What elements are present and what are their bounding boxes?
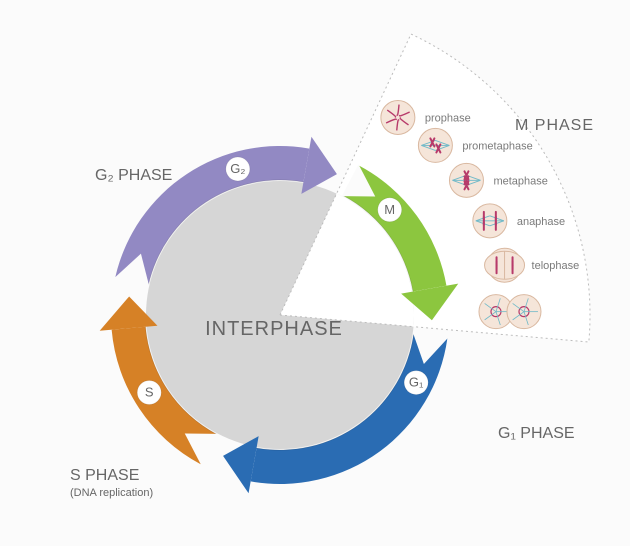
badge-g1-text: G₁ xyxy=(409,375,424,390)
label-m: M PHASE xyxy=(515,117,594,134)
mitosis-prophase-label: prophase xyxy=(425,113,471,125)
badge-g2-text: G₂ xyxy=(230,161,245,176)
mitosis-prophase xyxy=(381,101,415,135)
label-g1: G₁ PHASE xyxy=(498,425,575,442)
mitosis-telophase-label: telophase xyxy=(532,260,580,272)
mitosis-anaphase xyxy=(473,204,507,238)
mitosis-prometaphase xyxy=(418,128,452,162)
label-s-sub: (DNA replication) xyxy=(70,487,153,499)
mitosis-anaphase-label: anaphase xyxy=(517,216,565,228)
badge-m-text: M xyxy=(384,202,395,217)
label-g2: G₂ PHASE xyxy=(95,167,172,184)
mitosis-metaphase xyxy=(449,163,483,197)
badge-s-text: S xyxy=(145,384,154,399)
mitosis-metaphase-label: metaphase xyxy=(493,175,547,187)
mitosis-prometaphase-label: prometaphase xyxy=(462,140,532,152)
center-label: INTERPHASE xyxy=(205,318,343,340)
label-s: S PHASE xyxy=(70,467,139,484)
